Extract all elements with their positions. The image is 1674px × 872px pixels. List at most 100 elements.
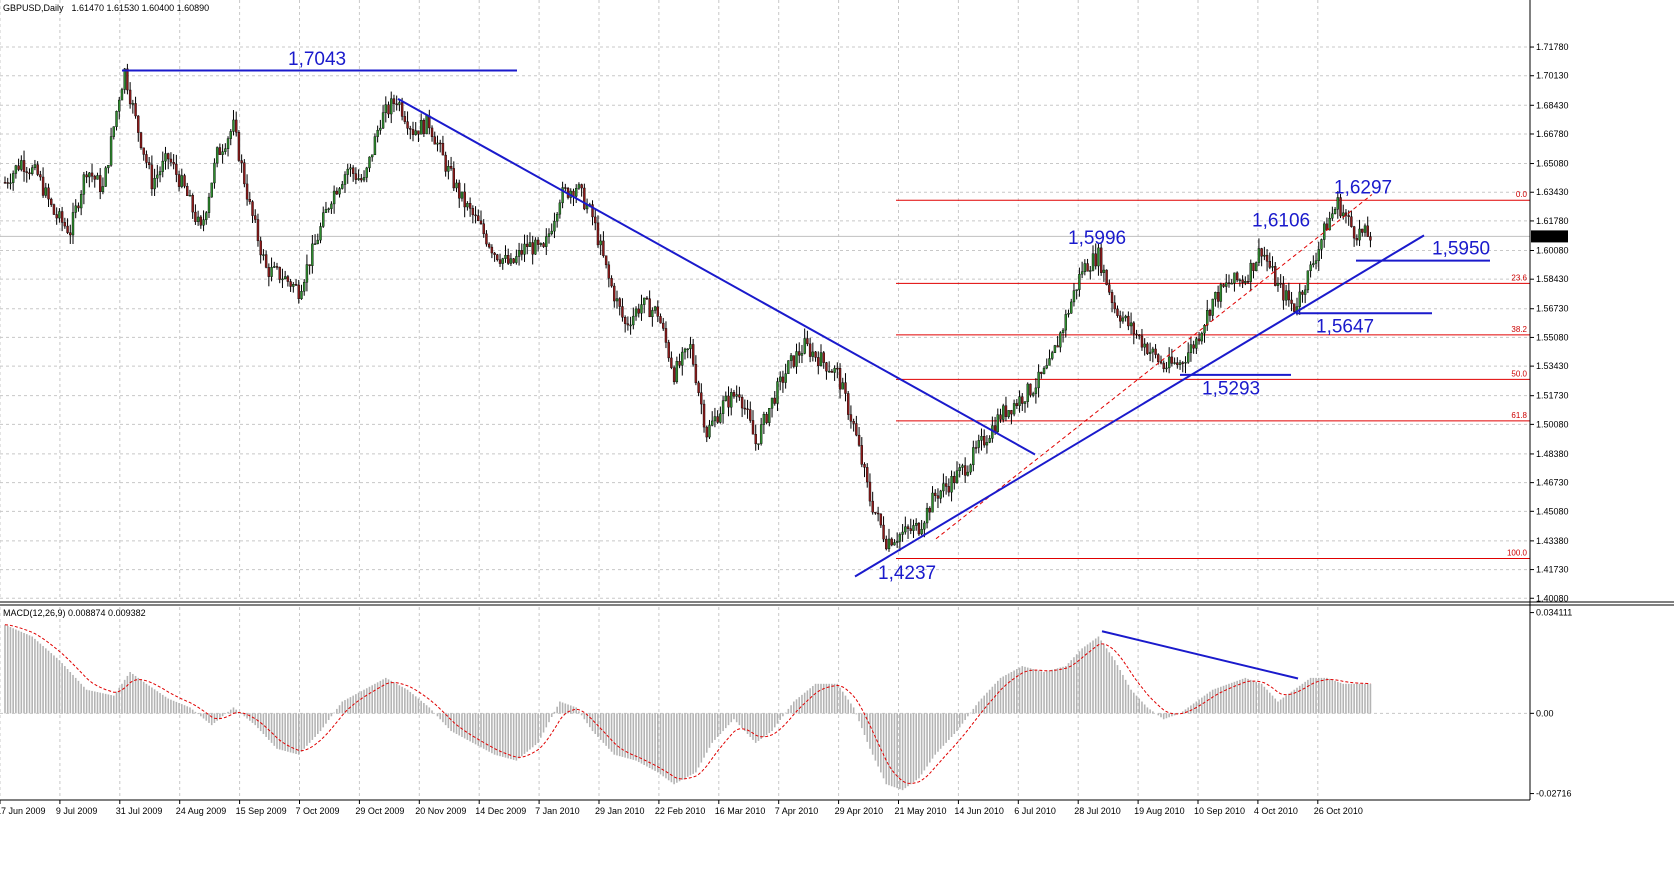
candle-body bbox=[746, 408, 749, 410]
candle-body bbox=[1298, 291, 1301, 307]
candle-body bbox=[999, 414, 1002, 420]
candle-body bbox=[1312, 263, 1315, 266]
candle-body bbox=[379, 127, 382, 131]
candle-body bbox=[1320, 239, 1323, 250]
price-annotation: 1,5647 bbox=[1316, 317, 1374, 338]
candle-body bbox=[779, 376, 782, 382]
candle-body bbox=[25, 171, 28, 173]
candle-body bbox=[972, 447, 975, 466]
date-tick-label: 22 Feb 2010 bbox=[655, 806, 706, 816]
candle-body bbox=[360, 178, 363, 181]
candle-body bbox=[534, 239, 537, 255]
candle-body bbox=[662, 322, 665, 329]
candle-body bbox=[161, 160, 164, 172]
candle-body bbox=[1274, 266, 1277, 286]
candle-body bbox=[1235, 272, 1239, 281]
candle-body bbox=[63, 222, 67, 227]
candle-body bbox=[308, 264, 311, 266]
candle-body bbox=[409, 128, 412, 130]
candle-body bbox=[14, 165, 18, 174]
candle-body bbox=[39, 174, 42, 178]
candle-body bbox=[912, 525, 915, 531]
candle-body bbox=[871, 500, 874, 513]
candle-body bbox=[1366, 225, 1369, 237]
candle-body bbox=[1195, 338, 1198, 349]
candle-body bbox=[254, 215, 257, 220]
candle-body bbox=[283, 276, 287, 280]
candle-body bbox=[145, 154, 148, 163]
candle-body bbox=[229, 131, 232, 139]
candle-body bbox=[847, 393, 850, 415]
candle-body bbox=[781, 376, 785, 383]
candlesticks bbox=[3, 63, 1372, 552]
current-price-label: 1.60890 bbox=[1534, 231, 1567, 241]
candle-body bbox=[817, 357, 820, 367]
candle-body bbox=[874, 511, 877, 514]
candle-body bbox=[803, 338, 806, 354]
candle-body bbox=[11, 173, 15, 183]
candle-body bbox=[289, 281, 292, 287]
candle-body bbox=[950, 476, 953, 493]
price-tick-label: 1.41730 bbox=[1536, 565, 1569, 575]
candle-body bbox=[458, 182, 461, 199]
candle-body bbox=[471, 208, 475, 216]
candle-body bbox=[509, 258, 513, 264]
candle-body bbox=[381, 112, 385, 129]
candle-body bbox=[1034, 387, 1038, 394]
trend-lines bbox=[122, 69, 1490, 578]
candle-body bbox=[262, 254, 265, 256]
candle-body bbox=[1186, 352, 1190, 363]
date-tick-label: 7 Jan 2010 bbox=[535, 806, 580, 816]
candle-body bbox=[942, 483, 945, 492]
candle-body bbox=[115, 111, 118, 127]
candle-body bbox=[433, 136, 436, 145]
candle-body bbox=[346, 168, 349, 175]
candle-body bbox=[463, 191, 466, 208]
candle-body bbox=[1241, 279, 1244, 283]
candle-body bbox=[1094, 253, 1097, 267]
date-tick-label: 21 May 2010 bbox=[895, 806, 947, 816]
candle-body bbox=[542, 243, 545, 247]
candle-body bbox=[47, 187, 50, 200]
candle-body bbox=[1018, 396, 1021, 407]
candle-body bbox=[395, 103, 398, 106]
candle-body bbox=[1369, 236, 1372, 241]
candle-body bbox=[1284, 290, 1288, 301]
candle-body bbox=[1331, 213, 1334, 219]
candle-body bbox=[691, 344, 695, 365]
macd-tick-label: -0.02716 bbox=[1536, 789, 1572, 799]
candle-body bbox=[751, 420, 755, 435]
candle-body bbox=[1227, 282, 1231, 284]
candle-body bbox=[507, 255, 510, 264]
candle-body bbox=[1314, 260, 1318, 264]
candle-body bbox=[1007, 410, 1010, 417]
candle-body bbox=[226, 138, 230, 149]
date-tick-label: 29 Apr 2010 bbox=[835, 806, 884, 816]
candle-body bbox=[1010, 410, 1013, 415]
candle-body bbox=[743, 407, 747, 410]
candle-body bbox=[300, 291, 303, 300]
candle-body bbox=[278, 266, 281, 280]
candle-body bbox=[1048, 358, 1051, 366]
current-price-tag bbox=[1531, 230, 1568, 243]
price-annotation: 1,5293 bbox=[1202, 378, 1260, 399]
candle-body bbox=[1004, 405, 1008, 417]
candle-body bbox=[460, 191, 464, 199]
candle-body bbox=[1246, 281, 1250, 283]
candle-body bbox=[88, 172, 91, 178]
macd-axis: 0.034111 0.00 -0.02716 bbox=[1530, 608, 1572, 799]
candle-body bbox=[501, 258, 504, 264]
candle-body bbox=[702, 403, 706, 428]
candle-body bbox=[311, 243, 314, 266]
candle-body bbox=[158, 171, 162, 176]
candle-body bbox=[947, 486, 951, 493]
candle-body bbox=[1233, 272, 1236, 284]
candle-body bbox=[672, 367, 676, 383]
candle-body bbox=[101, 186, 105, 193]
candle-body bbox=[109, 136, 113, 166]
candle-body bbox=[531, 242, 534, 255]
candle-body bbox=[425, 115, 428, 135]
candle-body bbox=[1249, 262, 1252, 282]
